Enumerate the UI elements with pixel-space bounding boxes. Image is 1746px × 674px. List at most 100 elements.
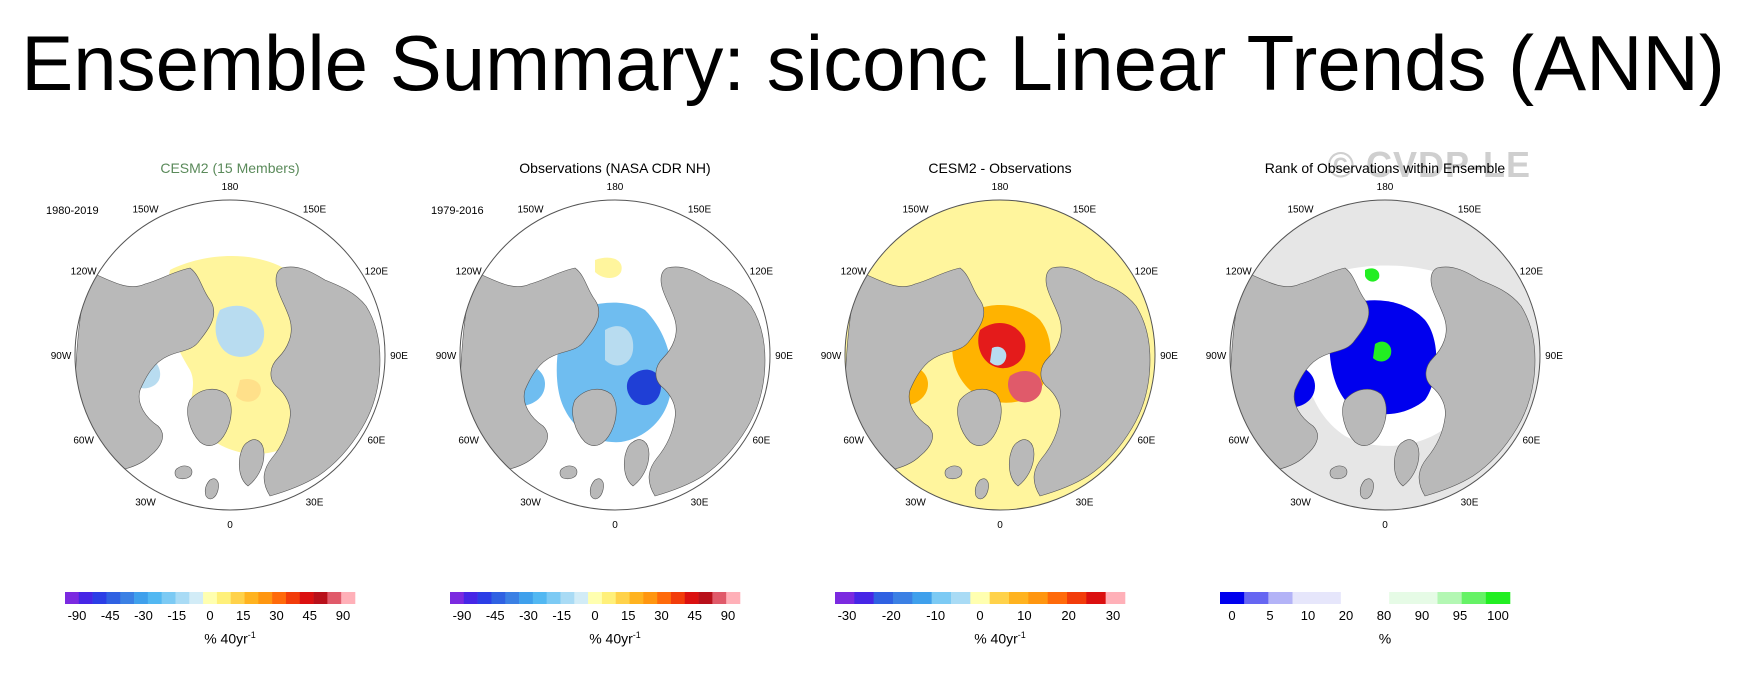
- colorbar-swatch: [1437, 592, 1462, 604]
- colorbar-swatch: [78, 592, 93, 604]
- colorbar-swatch: [1316, 592, 1342, 604]
- longitude-label: 90E: [1160, 351, 1178, 362]
- longitude-label: 180: [992, 182, 1009, 193]
- colorbar-unit: %: [1378, 630, 1392, 647]
- panel-rank: Rank of Observations within Ensemble 180…: [1185, 160, 1585, 660]
- land-uk: [1359, 478, 1374, 500]
- land-northAmerica: [460, 267, 600, 473]
- colorbar-swatch: [1009, 592, 1029, 604]
- land-iceland: [559, 465, 578, 480]
- colorbar-swatch: [970, 592, 990, 604]
- colorbar-tick-label: -45: [486, 608, 505, 623]
- longitude-label: 150E: [1073, 205, 1097, 216]
- colorbar-tick-label: 90: [721, 608, 735, 623]
- longitude-label: 180: [1377, 182, 1394, 193]
- colorbar-tick-label: -20: [882, 608, 901, 623]
- colorbar-swatch: [1105, 592, 1126, 604]
- figure-title: Ensemble Summary: siconc Linear Trends (…: [21, 19, 1725, 107]
- longitude-label: 120E: [1520, 267, 1544, 278]
- longitude-label: 120W: [456, 267, 483, 278]
- colorbar: 0 5 10 20 80 90 95 100: [1220, 592, 1511, 623]
- panel-observations: Observations (NASA CDR NH) 1979-2016 180…: [415, 160, 815, 660]
- colorbar-swatch: [1413, 592, 1438, 604]
- longitude-label: 90W: [436, 351, 457, 362]
- colorbar-swatch: [203, 592, 218, 604]
- colorbar-swatch: [698, 592, 713, 604]
- colorbar-tick-label: 0: [1228, 608, 1235, 623]
- colorbar-swatch: [854, 592, 874, 604]
- colorbar-swatch: [546, 592, 561, 604]
- longitude-label: 90E: [1545, 351, 1563, 362]
- longitude-label: 30W: [520, 497, 541, 508]
- land-northAmerica: [75, 267, 215, 473]
- colorbar-swatch: [532, 592, 547, 604]
- map-boundary: [459, 199, 771, 511]
- colorbar-swatch: [299, 592, 314, 604]
- colorbar-tick-label: 0: [591, 608, 598, 623]
- colorbar-swatch: [147, 592, 162, 604]
- colorbar-tick-label: -30: [519, 608, 538, 623]
- map-base: 180 150E 120E 90E 60E 30E 0 30W 60W 90W 120W 150W: [821, 182, 1179, 531]
- colorbar-swatch: [120, 592, 135, 604]
- land-eurasia: [1418, 266, 1536, 497]
- colorbar-swatch: [1340, 592, 1366, 604]
- land-eurasia: [648, 266, 766, 497]
- longitude-label: 30E: [1076, 497, 1094, 508]
- land-northAmerica: [845, 267, 985, 473]
- colorbar-swatch: [931, 592, 952, 604]
- longitude-label: 180: [607, 182, 624, 193]
- longitude-label: 120E: [365, 267, 389, 278]
- colorbar-swatch: [726, 592, 741, 604]
- panel-title: Observations (NASA CDR NH): [519, 160, 711, 176]
- land-scandinavia: [238, 439, 265, 487]
- colorbar-swatch: [1292, 592, 1317, 604]
- colorbar-tick-label: -15: [552, 608, 571, 623]
- colorbar-swatch: [272, 592, 287, 604]
- longitude-label: 90E: [775, 351, 793, 362]
- longitude-label: 150W: [1287, 205, 1314, 216]
- ice-trend-region: [215, 305, 265, 357]
- longitude-label: 90W: [51, 351, 72, 362]
- longitude-label: 180: [222, 182, 239, 193]
- colorbar-swatch: [893, 592, 913, 604]
- ice-trend-region: [626, 369, 661, 406]
- longitude-label: 120W: [841, 267, 868, 278]
- colorbar-tick-label: 10: [1017, 608, 1031, 623]
- colorbar-swatch: [313, 592, 328, 604]
- colorbar-swatch: [92, 592, 107, 604]
- colorbar-tick-label: 0: [976, 608, 983, 623]
- colorbar-tick-label: 20: [1339, 608, 1353, 623]
- longitude-label: 150W: [902, 205, 929, 216]
- colorbar-swatch: [1485, 592, 1511, 604]
- land-iceland: [174, 465, 193, 480]
- colorbar-swatch: [477, 592, 492, 604]
- longitude-label: 30E: [1461, 497, 1479, 508]
- land-iceland: [944, 465, 963, 480]
- colorbar-swatch: [588, 592, 603, 604]
- colorbar-tick-label: -90: [68, 608, 87, 623]
- colorbar-swatch: [463, 592, 478, 604]
- map-base: 180 150E 120E 90E 60E 30E 0 30W 60W 90W 120W 150W: [1206, 182, 1564, 531]
- colorbar-swatch: [189, 592, 204, 604]
- land-uk: [974, 478, 989, 500]
- polar-map: 180 150E 120E 90E 60E 30E 0 30W 60W 90W 120W 150W: [821, 182, 1179, 531]
- colorbar-swatch: [712, 592, 727, 604]
- longitude-label: 60W: [73, 436, 94, 447]
- longitude-label: 90W: [821, 351, 842, 362]
- colorbar-tick-label: 100: [1487, 608, 1509, 623]
- colorbar-tick-label: 90: [1415, 608, 1429, 623]
- longitude-label: 0: [227, 520, 233, 531]
- longitude-label: 30W: [135, 497, 156, 508]
- land-scandinavia: [1393, 439, 1420, 487]
- panel-title: CESM2 (15 Members): [160, 160, 300, 176]
- colorbar-tick-label: 30: [654, 608, 668, 623]
- map-base: 180 150E 120E 90E 60E 30E 0 30W 60W 90W 120W 150W: [51, 182, 409, 531]
- land-scandinavia: [1008, 439, 1035, 487]
- longitude-label: 90E: [390, 351, 408, 362]
- panel-difference: CESM2 - Observations 180 150E 120E 90E 60E 30…: [800, 160, 1200, 660]
- colorbar-tick-label: 30: [269, 608, 283, 623]
- longitude-label: 60W: [458, 436, 479, 447]
- map-boundary: [1229, 199, 1541, 511]
- map-boundary: [74, 199, 386, 511]
- colorbar-swatch: [1244, 592, 1269, 604]
